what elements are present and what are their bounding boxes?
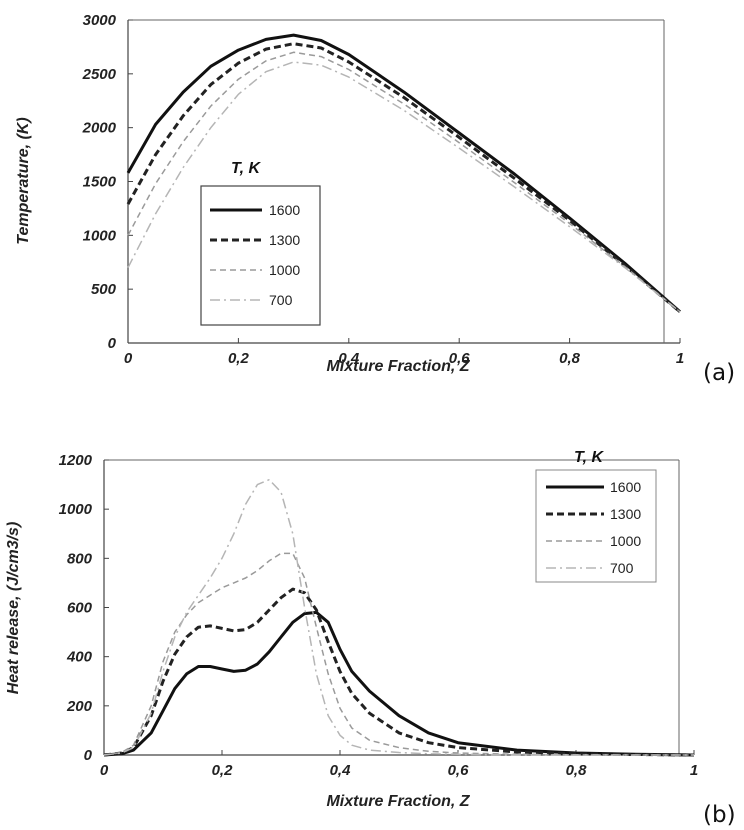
y-tick-label: 800 <box>67 550 93 567</box>
legend-label-1300: 1300 <box>610 506 641 522</box>
x-tick-label: 1 <box>676 350 684 367</box>
series-line-1300 <box>103 587 695 757</box>
legend-label-1300: 1300 <box>269 232 300 248</box>
x-tick-label: 0,6 <box>449 350 471 367</box>
y-axis-title: Temperature, (K) <box>15 117 32 244</box>
x-tick-label: 0,6 <box>448 762 470 779</box>
y-tick-label: 1000 <box>83 227 117 244</box>
legend-title: T, K <box>574 449 604 466</box>
legend-label-700: 700 <box>610 560 634 576</box>
series-line-1600 <box>126 33 681 313</box>
x-tick-label: 0,4 <box>338 350 360 367</box>
y-tick-label: 1000 <box>59 501 93 518</box>
y-tick-label: 500 <box>91 281 117 298</box>
x-tick-label: 0 <box>100 762 109 779</box>
legend-label-1000: 1000 <box>610 533 641 549</box>
series-line-700 <box>103 478 694 756</box>
x-tick-label: 0,8 <box>559 350 581 367</box>
x-tick-label: 0,8 <box>566 762 588 779</box>
legend-label-1600: 1600 <box>610 479 641 495</box>
panel-a-temperature-chart: 0 0,2 0,4 0,6 0,8 1 0 500 1000 1500 2000 2500 3000 Mi… <box>15 12 735 386</box>
x-tick-label: 0,2 <box>212 762 234 779</box>
series-line-1000 <box>127 51 681 313</box>
x-tick-label: 1 <box>690 762 698 779</box>
y-tick-label: 1200 <box>59 452 93 469</box>
y-tick-label: 200 <box>66 698 93 715</box>
legend-box <box>200 185 321 326</box>
x-tick-label: 0 <box>124 350 133 367</box>
series-line-1300 <box>126 42 681 313</box>
x-tick-label: 0,2 <box>228 350 250 367</box>
x-axis-title: Mixture Fraction, Z <box>326 793 470 810</box>
y-tick-label: 0 <box>108 335 117 352</box>
y-tick-label: 1500 <box>83 174 117 191</box>
series-line-1000 <box>103 552 694 756</box>
legend-label-1600: 1600 <box>269 202 300 218</box>
panel-b-heat-release-chart: 0 0,2 0,4 0,6 0,8 1 0 200 400 600 800 1000 1200 Mixtu… <box>5 449 736 828</box>
series-line-1600 <box>103 610 695 757</box>
panel-label: (b) <box>703 802 736 828</box>
y-tick-label: 0 <box>84 747 93 764</box>
legend-title: T, K <box>231 160 261 177</box>
y-tick-label: 3000 <box>83 12 117 29</box>
legend-box <box>535 469 657 583</box>
legend-label-1000: 1000 <box>269 262 300 278</box>
y-tick-label: 600 <box>67 600 93 617</box>
y-tick-label: 2000 <box>82 120 117 137</box>
x-tick-label: 0,4 <box>330 762 352 779</box>
y-axis-title: Heat release, (J/cm3/s) <box>5 522 22 695</box>
x-axis-title: Mixture Fraction, Z <box>326 358 470 375</box>
y-tick-label: 400 <box>66 649 93 666</box>
legend-label-700: 700 <box>269 292 293 308</box>
panel-label: (a) <box>703 360 735 386</box>
y-tick-label: 2500 <box>82 66 117 83</box>
